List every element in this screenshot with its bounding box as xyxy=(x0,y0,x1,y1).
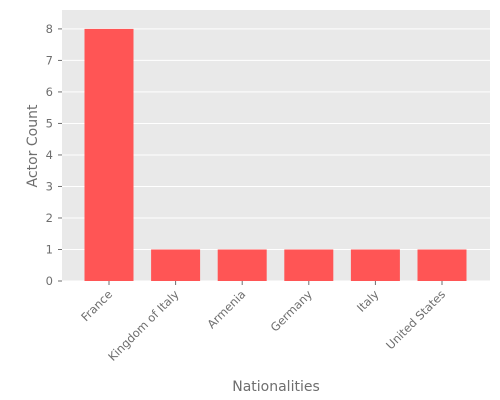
bar-kingdom-of-italy xyxy=(151,249,201,281)
bar-armenia xyxy=(217,249,267,281)
x-tick-label: Armenia xyxy=(204,287,248,331)
y-tick-label: 3 xyxy=(46,179,53,193)
x-tick-label: Germany xyxy=(268,287,315,334)
y-tick-label: 1 xyxy=(46,242,53,256)
x-tick-label: Italy xyxy=(354,287,382,315)
bars xyxy=(84,28,467,281)
y-tick-label: 2 xyxy=(46,211,53,225)
x-tick-label: Kingdom of Italy xyxy=(105,287,182,364)
x-axis-label: Nationalities xyxy=(232,379,320,395)
x-tick-label: United States xyxy=(383,287,448,352)
y-tick-label: 6 xyxy=(46,85,53,99)
y-tick-label: 4 xyxy=(46,148,53,162)
bar-germany xyxy=(284,249,334,281)
x-tick-label: France xyxy=(78,287,115,324)
y-tick-label: 7 xyxy=(46,53,53,67)
bar-italy xyxy=(350,249,400,281)
y-tick-label: 8 xyxy=(46,22,53,36)
y-axis-label: Actor Count xyxy=(25,104,41,187)
bar-united-states xyxy=(417,249,467,281)
y-tick-label: 0 xyxy=(46,274,53,288)
y-tick-label: 5 xyxy=(46,116,53,130)
bar-france xyxy=(84,28,134,281)
y-axis-ticks: 0 1 2 3 4 5 6 7 8 xyxy=(46,22,62,288)
